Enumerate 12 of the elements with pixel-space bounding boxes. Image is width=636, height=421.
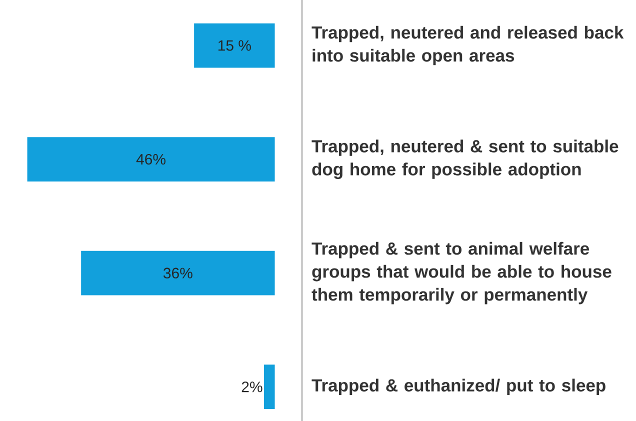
- y-tick-label: Trapped & sent to animal welfare groups that would be able to house them temporarily or permanently: [312, 242, 612, 304]
- bar: [81, 250, 275, 296]
- y-tick-label: Trapped, neutered & sent to suitable dog home for possible adoption: [312, 140, 618, 179]
- y-tick-label: Trapped & euthanized/ put to sleep: [312, 378, 606, 396]
- data-label: 2%: [242, 382, 262, 392]
- y-tick-label: Trapped, neutered and released back into suitable open areas: [312, 26, 624, 66]
- data-label: 15 %: [218, 40, 251, 51]
- bar: [264, 364, 275, 410]
- data-label: 46%: [136, 154, 166, 165]
- bar: [27, 137, 275, 182]
- bar: [194, 23, 275, 68]
- data-label: 36%: [163, 268, 192, 278]
